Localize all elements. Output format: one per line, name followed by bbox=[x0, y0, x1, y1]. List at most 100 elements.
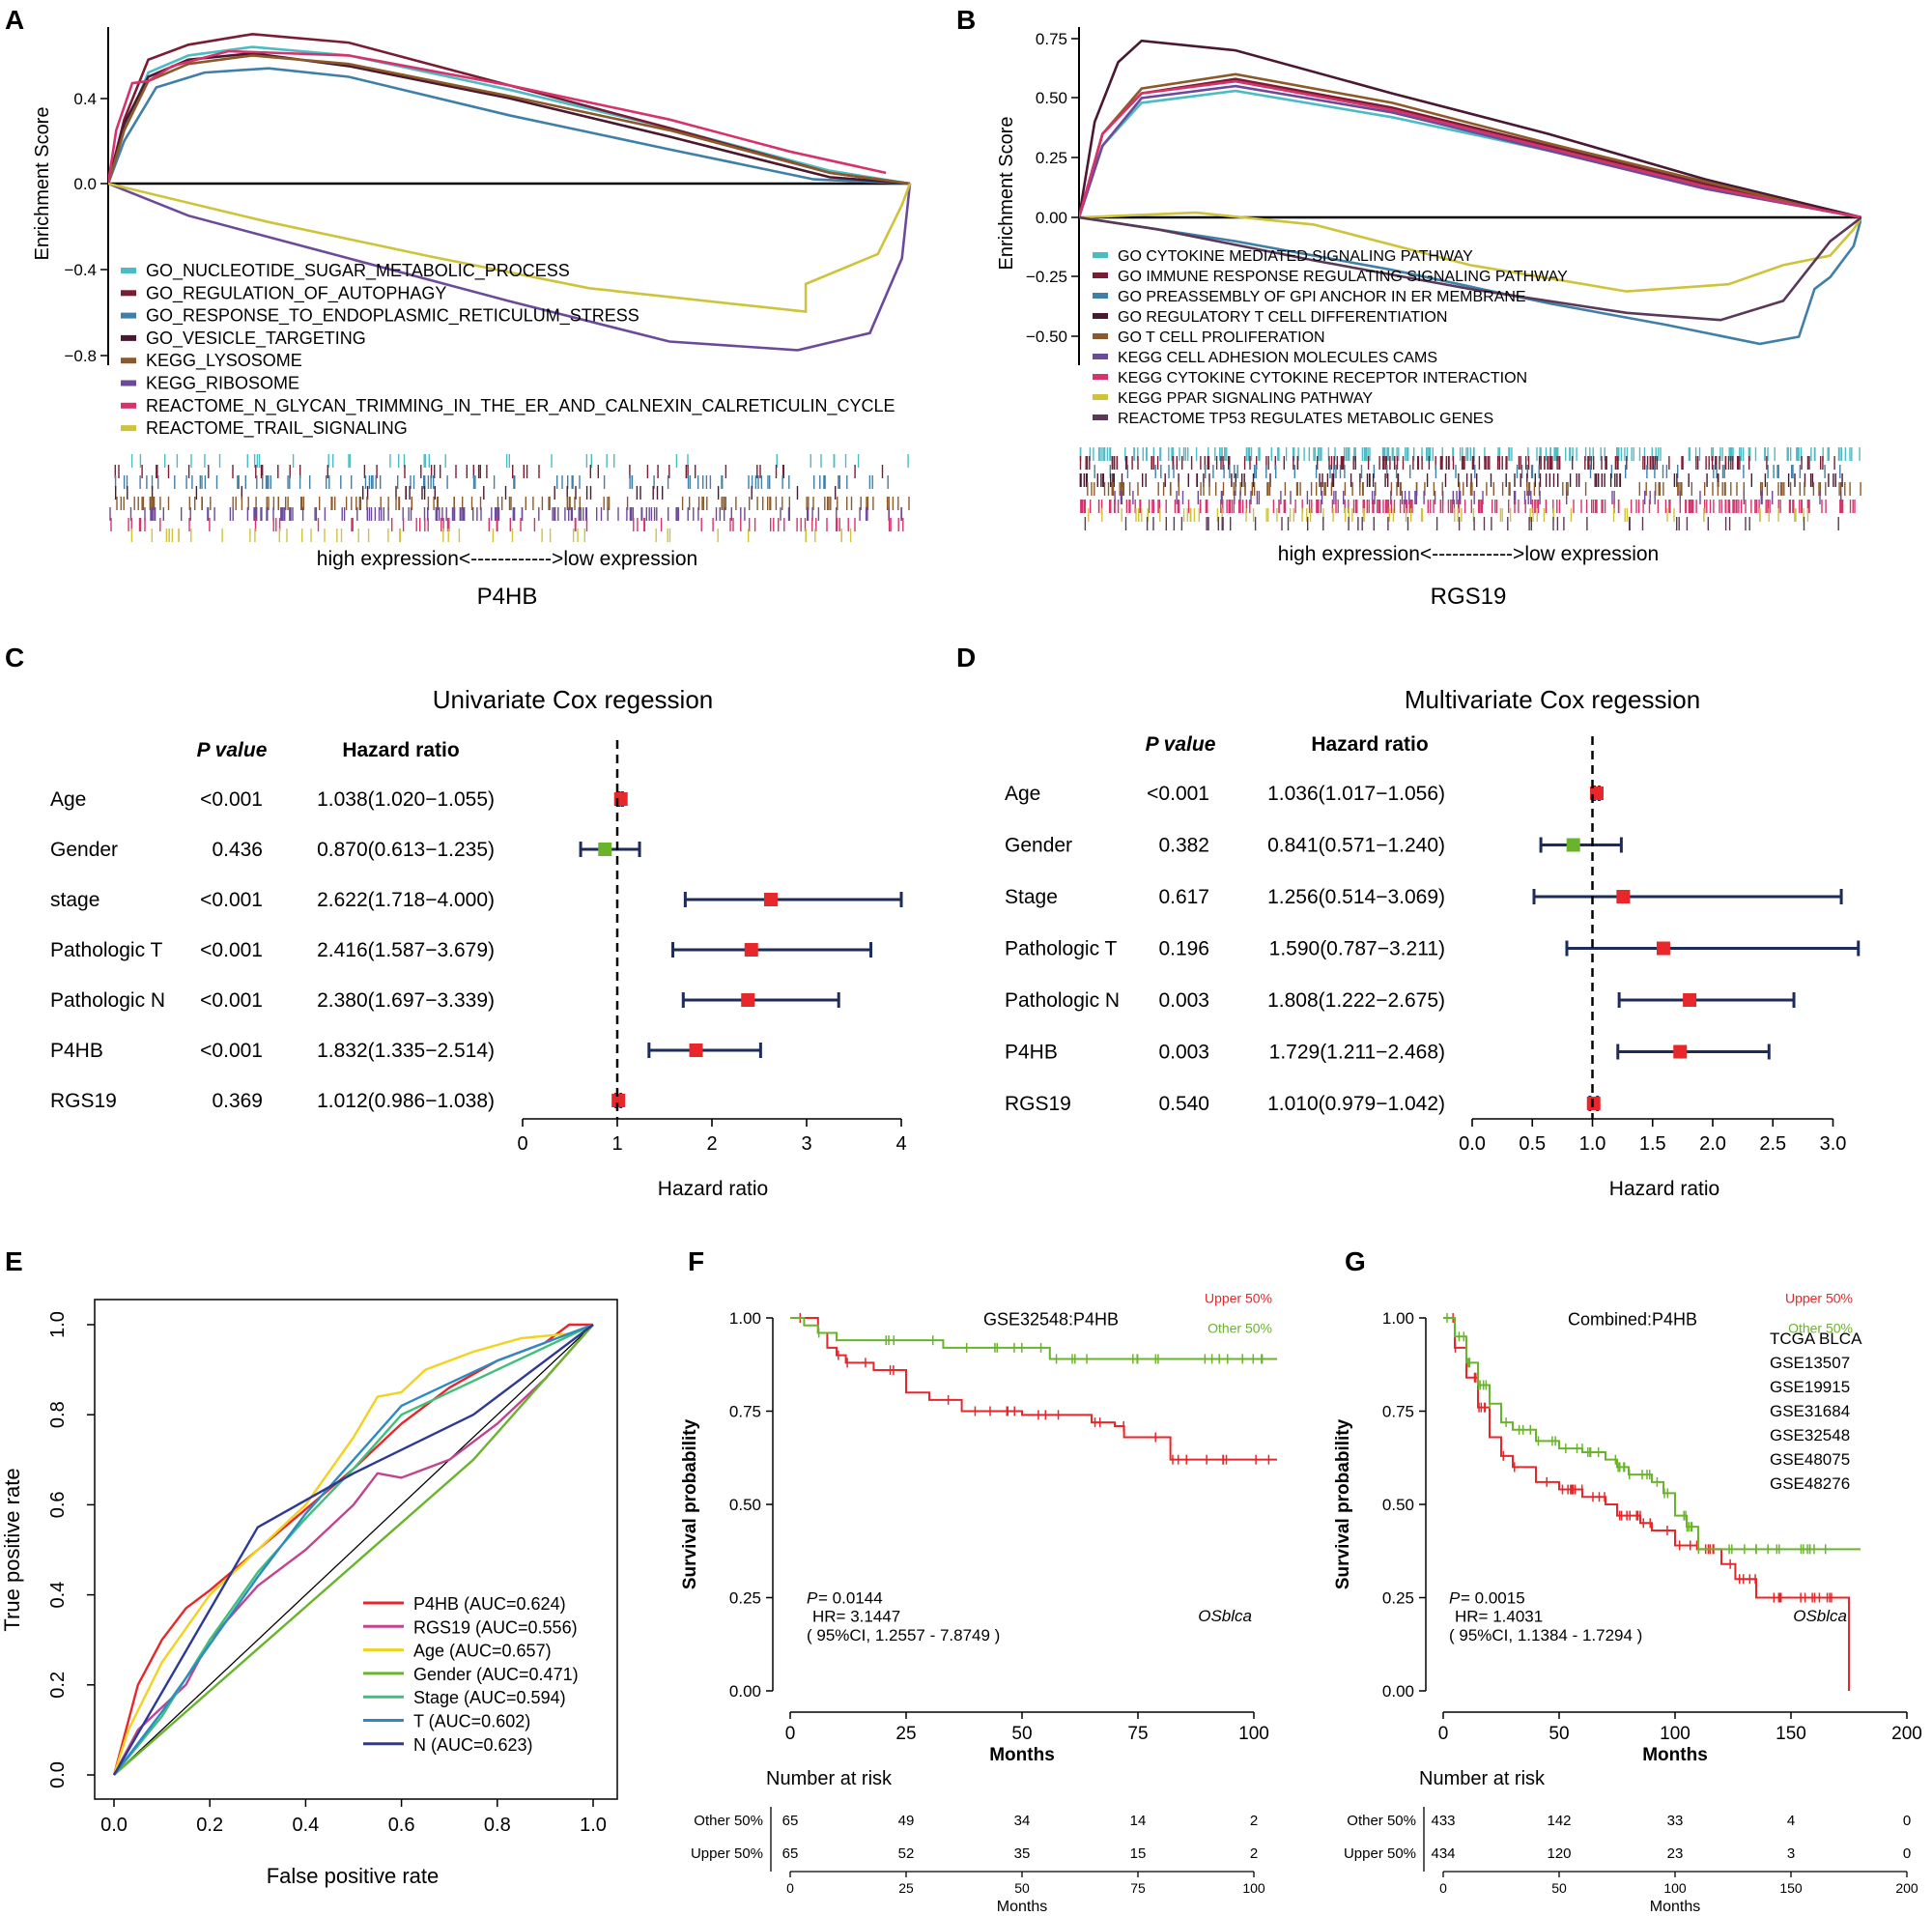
d-row-p: 0.382 bbox=[1158, 835, 1209, 857]
d-x-tick-label: 0.5 bbox=[1519, 1133, 1546, 1155]
g-dataset-label: GSE32548 bbox=[1770, 1426, 1850, 1444]
d-hr-point bbox=[1683, 993, 1697, 1007]
e-legend-label: N (AUC=0.623) bbox=[413, 1735, 533, 1755]
f-hr-value: HR= 3.1447 bbox=[812, 1608, 900, 1626]
panel-c: C Univariate Cox regession P value Hazar… bbox=[5, 643, 907, 1200]
f-os-label: OSblca bbox=[1198, 1607, 1252, 1625]
a-rank-ticks bbox=[109, 454, 910, 542]
e-roc-line bbox=[112, 1324, 594, 1776]
b-series-line bbox=[1079, 79, 1861, 219]
g-x-tick-label: 50 bbox=[1548, 1724, 1569, 1744]
a-legend-label: GO_RESPONSE_TO_ENDOPLASMIC_RETICULUM_STR… bbox=[146, 306, 639, 327]
e-legend-label: RGS19 (AUC=0.556) bbox=[413, 1617, 578, 1637]
d-row-name: Stage bbox=[1005, 886, 1058, 908]
f-y-axis-title: Survival probability bbox=[680, 1418, 700, 1589]
c-row-hr: 1.038(1.020−1.055) bbox=[317, 788, 495, 811]
f-y-tick-label: 0.00 bbox=[729, 1682, 761, 1701]
b-enrichment-lines bbox=[1079, 39, 1861, 346]
b-ytick-label: −0.25 bbox=[1026, 268, 1067, 286]
c-row-hr: 2.622(1.718−4.000) bbox=[317, 889, 495, 911]
g-x-axis-title: Months bbox=[1642, 1745, 1708, 1765]
d-hr-point bbox=[1673, 1044, 1688, 1059]
b-ytick-label: 0.50 bbox=[1036, 89, 1067, 107]
a-series-line bbox=[108, 51, 911, 186]
a-legend-label: REACTOME_N_GLYCAN_TRIMMING_IN_THE_ER_AND… bbox=[146, 396, 895, 416]
e-legend: P4HB (AUC=0.624) RGS19 (AUC=0.556) Age (AU… bbox=[363, 1594, 579, 1755]
f-x-tick-label: 100 bbox=[1238, 1724, 1269, 1744]
a-ytick-label: 0.0 bbox=[73, 175, 97, 193]
c-hr-point bbox=[741, 993, 755, 1007]
d-rows: Age <0.001 1.036(1.017−1.056) Gender 0.382 0.… bbox=[1005, 783, 1445, 1115]
g-risk-title: Number at risk bbox=[1419, 1768, 1546, 1789]
c-row-p: 0.369 bbox=[212, 1090, 263, 1112]
panel-letter-e: E bbox=[5, 1246, 23, 1276]
d-x-tick-label: 1.0 bbox=[1579, 1133, 1606, 1155]
e-roc-line bbox=[113, 1323, 594, 1776]
f-p-label: P bbox=[807, 1588, 818, 1607]
d-x-tick-label: 2.0 bbox=[1699, 1133, 1726, 1155]
g-risk-cell: 23 bbox=[1667, 1845, 1684, 1862]
g-risk-cell: 0 bbox=[1903, 1813, 1911, 1829]
panel-letter-b: B bbox=[956, 5, 976, 35]
g-x-tick-label: 100 bbox=[1660, 1724, 1690, 1744]
c-col-p: P value bbox=[197, 739, 268, 761]
f-y-tick-label: 0.75 bbox=[729, 1403, 761, 1421]
f-risk-cell: 65 bbox=[782, 1845, 799, 1862]
c-hr-point bbox=[598, 843, 612, 856]
c-row-name: RGS19 bbox=[50, 1090, 117, 1112]
b-series-line bbox=[1079, 215, 1861, 346]
g-risk-x-tick-label: 0 bbox=[1439, 1880, 1447, 1896]
g-risk-upper-label: Upper 50% bbox=[1344, 1845, 1416, 1862]
g-y-tick-label: 1.00 bbox=[1382, 1309, 1414, 1328]
a-gene-label: P4HB bbox=[477, 584, 538, 610]
f-risk-cell: 49 bbox=[898, 1813, 915, 1829]
c-x-tick-label: 0 bbox=[517, 1133, 527, 1155]
f-risk-cell: 65 bbox=[782, 1813, 799, 1829]
d-row-p: 0.003 bbox=[1158, 1042, 1209, 1064]
f-risk-title: Number at risk bbox=[766, 1768, 893, 1789]
a-legend-label: KEGG_LYSOSOME bbox=[146, 351, 302, 371]
d-row-p: <0.001 bbox=[1147, 783, 1209, 805]
a-ytick-label: −0.8 bbox=[64, 347, 97, 365]
d-row-hr: 1.590(0.787−3.211) bbox=[1269, 938, 1445, 960]
g-os-label: OSblca bbox=[1793, 1607, 1847, 1625]
d-hr-point bbox=[1656, 941, 1670, 956]
g-risk-cell: 33 bbox=[1667, 1813, 1684, 1829]
e-y-tick-label: 0.4 bbox=[47, 1582, 69, 1609]
f-risk-x-tick-label: 100 bbox=[1242, 1880, 1265, 1896]
g-x-tick-label: 0 bbox=[1438, 1724, 1449, 1744]
c-hr-point bbox=[689, 1044, 703, 1057]
d-row-name: Gender bbox=[1005, 835, 1072, 857]
d-row-p: 0.196 bbox=[1158, 938, 1209, 960]
g-p-label: P bbox=[1449, 1588, 1461, 1607]
a-ytick-label: 0.4 bbox=[73, 90, 97, 108]
b-legend: GO CYTOKINE MEDIATED SIGNALING PATHWAY GO… bbox=[1093, 248, 1568, 427]
d-x-tick-label: 0.0 bbox=[1459, 1133, 1486, 1155]
b-ytick-label: 0.75 bbox=[1036, 30, 1067, 48]
f-risk-other-label: Other 50% bbox=[694, 1813, 763, 1829]
c-x-tick-label: 3 bbox=[801, 1133, 811, 1155]
d-forest-plot: 0.0 0.5 1.0 1.5 2.0 2.5 3.0 bbox=[1459, 736, 1861, 1155]
a-legend-label: GO_VESICLE_TARGETING bbox=[146, 329, 366, 349]
c-x-axis-title: Hazard ratio bbox=[658, 1178, 768, 1200]
panel-letter-g: G bbox=[1345, 1246, 1366, 1276]
b-ytick-label: 0.00 bbox=[1036, 209, 1067, 227]
g-y-tick-label: 0.25 bbox=[1382, 1589, 1414, 1608]
g-legend-upper: Upper 50% bbox=[1785, 1291, 1853, 1306]
b-gene-label: RGS19 bbox=[1431, 584, 1507, 610]
a-legend-label: KEGG_RIBOSOME bbox=[146, 374, 299, 394]
d-row-p: 0.003 bbox=[1158, 989, 1209, 1012]
f-x-tick-label: 75 bbox=[1127, 1724, 1148, 1744]
e-x-axis-title: False positive rate bbox=[267, 1864, 440, 1888]
g-dataset-label: GSE19915 bbox=[1770, 1378, 1850, 1396]
f-survival-curve bbox=[790, 1317, 1277, 1461]
d-row-hr: 1.036(1.017−1.056) bbox=[1267, 783, 1445, 805]
c-hr-point bbox=[611, 1094, 626, 1107]
a-rank-axis-label: high expression<------------>low express… bbox=[317, 548, 697, 570]
b-ytick-label: 0.25 bbox=[1036, 149, 1067, 167]
c-row-hr: 1.832(1.335−2.514) bbox=[317, 1040, 495, 1062]
e-y-tick-label: 1.0 bbox=[47, 1311, 69, 1338]
panel-letter-a: A bbox=[5, 5, 24, 35]
b-series-line bbox=[1079, 84, 1861, 219]
f-risk-cell: 14 bbox=[1130, 1813, 1147, 1829]
